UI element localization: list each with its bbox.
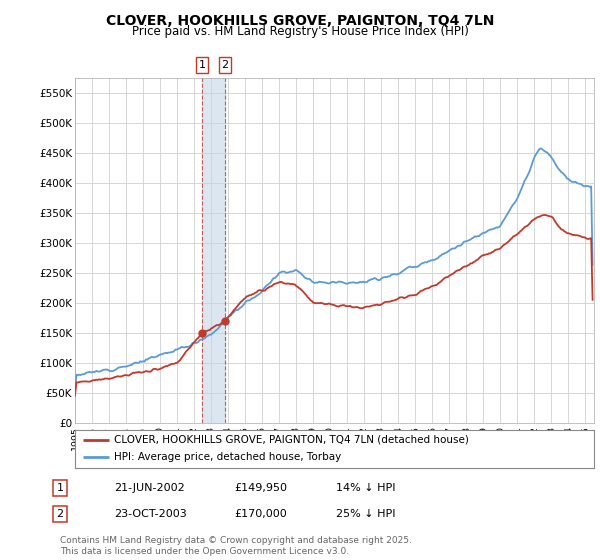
- Text: CLOVER, HOOKHILLS GROVE, PAIGNTON, TQ4 7LN (detached house): CLOVER, HOOKHILLS GROVE, PAIGNTON, TQ4 7…: [114, 435, 469, 445]
- Text: 14% ↓ HPI: 14% ↓ HPI: [336, 483, 395, 493]
- Text: £170,000: £170,000: [234, 509, 287, 519]
- Text: 23-OCT-2003: 23-OCT-2003: [114, 509, 187, 519]
- Text: 21-JUN-2002: 21-JUN-2002: [114, 483, 185, 493]
- Text: 1: 1: [56, 483, 64, 493]
- Text: 1: 1: [199, 60, 206, 70]
- Text: £149,950: £149,950: [234, 483, 287, 493]
- Text: CLOVER, HOOKHILLS GROVE, PAIGNTON, TQ4 7LN: CLOVER, HOOKHILLS GROVE, PAIGNTON, TQ4 7…: [106, 14, 494, 28]
- Text: Price paid vs. HM Land Registry's House Price Index (HPI): Price paid vs. HM Land Registry's House …: [131, 25, 469, 38]
- Text: Contains HM Land Registry data © Crown copyright and database right 2025.
This d: Contains HM Land Registry data © Crown c…: [60, 536, 412, 556]
- Text: 2: 2: [221, 60, 229, 70]
- Bar: [202, 78, 225, 423]
- Text: 25% ↓ HPI: 25% ↓ HPI: [336, 509, 395, 519]
- Text: 2: 2: [56, 509, 64, 519]
- Text: HPI: Average price, detached house, Torbay: HPI: Average price, detached house, Torb…: [114, 452, 341, 463]
